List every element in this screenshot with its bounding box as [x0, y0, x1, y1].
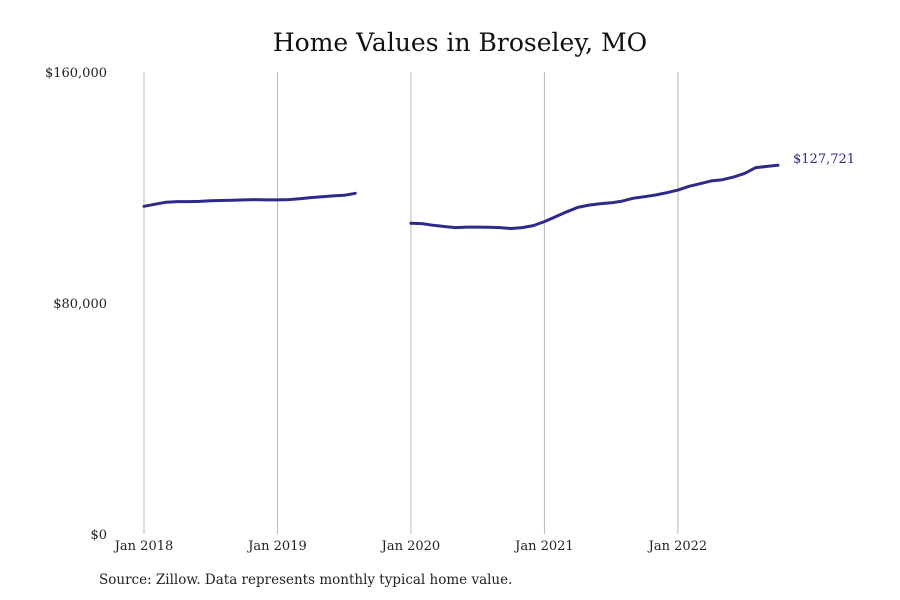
last-value-label: $127,721 [793, 152, 855, 167]
y-tick-label: $0 [90, 528, 107, 543]
x-tick-label: Jan 2022 [647, 539, 708, 554]
x-tick-label: Jan 2020 [380, 539, 441, 554]
y-axis-ticks: $0 $80,000 $160,000 [45, 66, 107, 543]
series-lines [142, 163, 780, 230]
x-axis-ticks: Jan 2018 Jan 2019 Jan 2020 Jan 2021 Jan 2022 [113, 539, 707, 554]
y-tick-label: $160,000 [45, 66, 107, 81]
gridlines [143, 72, 679, 534]
series-line-segment [142, 191, 357, 208]
x-tick-label: Jan 2021 [513, 539, 574, 554]
series-line-segment [409, 163, 780, 230]
source-note: Source: Zillow. Data represents monthly … [99, 572, 513, 588]
x-tick-label: Jan 2019 [246, 539, 307, 554]
chart-title: Home Values in Broseley, MO [273, 28, 647, 57]
y-tick-label: $80,000 [53, 297, 107, 312]
x-tick-label: Jan 2018 [113, 539, 174, 554]
